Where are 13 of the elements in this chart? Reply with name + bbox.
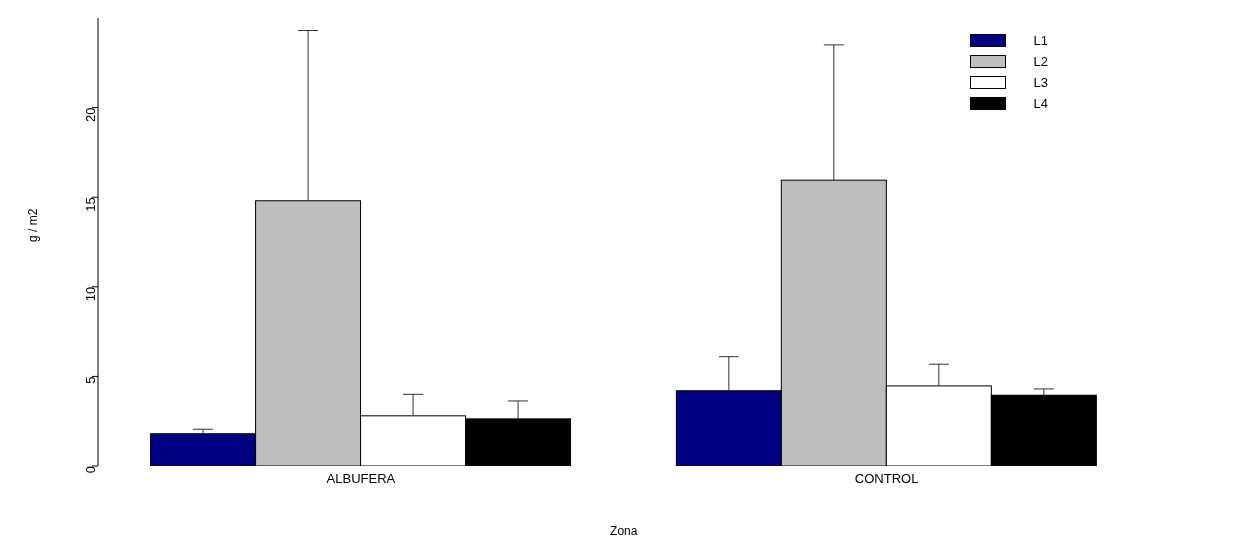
y-tick-label: 20 bbox=[82, 107, 98, 123]
x-tick-label: ALBUFERA bbox=[326, 471, 396, 487]
x-axis-title: Zona bbox=[610, 523, 638, 538]
y-tick-label: 0 bbox=[82, 466, 98, 474]
legend-label: L4 bbox=[1033, 96, 1048, 111]
x-tick-label: CONTROL bbox=[854, 471, 919, 487]
y-tick-label: 15 bbox=[82, 197, 98, 212]
legend-label: L1 bbox=[1033, 33, 1048, 48]
legend-label: L2 bbox=[1033, 54, 1048, 69]
y-tick-label: 10 bbox=[82, 286, 98, 302]
legend-label: L3 bbox=[1033, 75, 1048, 90]
y-tick-label: 5 bbox=[82, 376, 98, 384]
y-axis-title: g / m2 bbox=[26, 208, 41, 242]
